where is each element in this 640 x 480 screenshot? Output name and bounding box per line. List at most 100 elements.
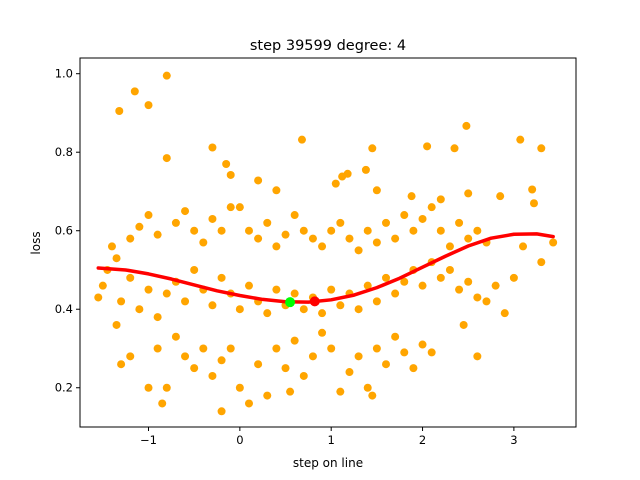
y-tick-label: 0.2	[55, 381, 73, 395]
data-point	[445, 242, 454, 251]
data-point	[254, 234, 263, 243]
data-point	[529, 199, 538, 208]
data-point	[407, 192, 416, 201]
data-point	[549, 238, 558, 247]
data-point	[464, 234, 473, 243]
data-point	[455, 285, 464, 294]
data-point	[117, 297, 126, 306]
data-point	[112, 320, 121, 329]
chart-title: step 39599 degree: 4	[250, 38, 406, 54]
data-point	[222, 159, 231, 168]
data-point	[235, 305, 244, 314]
data-point	[162, 154, 171, 163]
data-point	[368, 144, 377, 153]
data-point	[217, 356, 226, 365]
data-point	[272, 186, 281, 195]
data-point	[363, 226, 372, 235]
data-point	[331, 179, 340, 188]
data-point	[126, 234, 135, 243]
data-point	[537, 144, 546, 153]
data-point	[135, 222, 144, 231]
data-point	[153, 230, 162, 239]
data-point	[516, 135, 525, 144]
data-point	[208, 143, 217, 152]
data-point	[117, 360, 126, 369]
y-tick-label: 0.8	[55, 145, 73, 159]
data-point	[263, 218, 272, 227]
data-point	[244, 399, 253, 408]
data-point	[226, 344, 235, 353]
data-point	[190, 265, 199, 274]
fit-curve	[96, 232, 555, 304]
data-point	[482, 297, 491, 306]
data-point	[244, 226, 253, 235]
data-point	[162, 289, 171, 298]
data-point	[382, 360, 390, 369]
data-point	[528, 185, 537, 194]
y-axis-ticks: 0.2 0.4 0.6 0.8 1.0	[55, 67, 80, 395]
data-point	[162, 383, 171, 392]
data-point	[464, 277, 473, 286]
data-point	[459, 320, 468, 329]
data-point	[181, 297, 190, 306]
data-point	[409, 364, 418, 373]
data-point	[299, 226, 308, 235]
data-point	[98, 281, 107, 290]
data-point	[519, 242, 528, 251]
data-point	[244, 281, 253, 290]
fit-curve-layer	[96, 232, 555, 304]
data-point	[171, 218, 180, 227]
data-point	[115, 106, 124, 115]
x-tick-label: 3	[510, 433, 517, 447]
data-point	[400, 211, 409, 220]
data-point	[436, 273, 445, 282]
data-point	[400, 348, 409, 357]
x-tick-label: 1	[328, 433, 335, 447]
data-point	[427, 203, 436, 212]
data-point	[427, 348, 436, 357]
data-point	[290, 336, 299, 345]
data-point	[190, 364, 199, 373]
data-point	[308, 352, 317, 361]
data-point	[496, 192, 505, 201]
data-point	[263, 309, 272, 318]
data-point	[445, 265, 454, 274]
data-point	[491, 281, 500, 290]
data-point	[235, 203, 244, 212]
data-point	[226, 170, 235, 179]
data-point	[327, 344, 336, 353]
data-point	[162, 71, 171, 80]
y-tick-label: 0.6	[55, 224, 73, 238]
data-point	[286, 387, 295, 396]
marker-layer	[285, 296, 320, 308]
data-point	[455, 218, 464, 227]
data-point	[436, 195, 445, 204]
data-point	[208, 301, 217, 310]
data-point	[126, 352, 135, 361]
data-point	[281, 230, 290, 239]
data-point	[318, 328, 327, 337]
data-point	[345, 368, 354, 377]
data-point	[537, 258, 546, 267]
data-point	[418, 214, 427, 223]
data-point	[144, 383, 153, 392]
data-point	[336, 218, 345, 227]
data-point	[382, 273, 390, 282]
data-point	[354, 305, 363, 314]
data-point	[409, 226, 418, 235]
data-point	[345, 234, 354, 243]
y-axis-label: loss	[29, 231, 43, 254]
data-point	[297, 135, 306, 144]
data-point	[372, 297, 381, 306]
data-point	[254, 360, 263, 369]
data-point	[208, 214, 217, 223]
data-point	[308, 234, 317, 243]
data-point	[343, 169, 352, 178]
data-point	[299, 371, 308, 380]
red-marker	[309, 296, 320, 307]
data-point	[208, 371, 217, 380]
data-point	[363, 281, 372, 290]
data-point	[400, 277, 409, 286]
data-point	[217, 226, 226, 235]
